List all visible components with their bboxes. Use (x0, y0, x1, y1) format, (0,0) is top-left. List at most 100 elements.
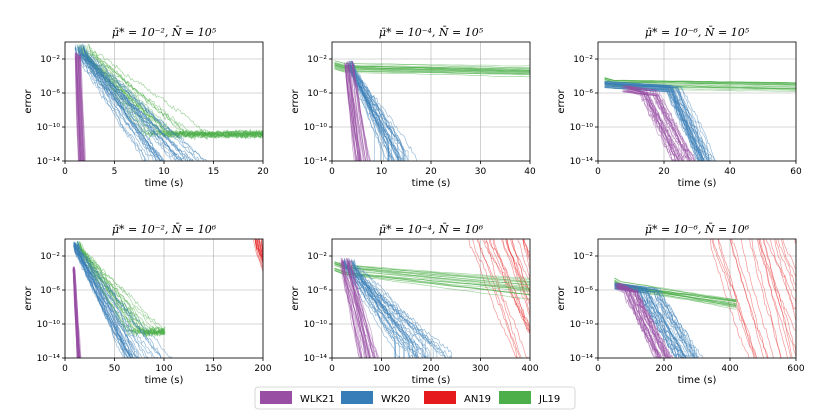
x-tick-label: 400 (521, 364, 538, 374)
curve-wk20 (77, 47, 191, 161)
series-lines (334, 60, 530, 161)
curve-an19 (760, 239, 796, 358)
curve-wk20 (604, 82, 718, 161)
curve-wk20 (77, 242, 162, 358)
y-tick-label: 10⁻⁶ (40, 89, 60, 99)
curve-an19 (486, 239, 522, 358)
y-tick-label: 10⁻¹⁰ (570, 123, 594, 133)
series-wlk21 (339, 257, 380, 358)
curve-wlk21 (80, 55, 86, 161)
curve-an19 (257, 240, 263, 262)
panel-4: 0 50 100 150 200 10⁻² 10⁻⁶ 10⁻¹⁰ 10⁻¹⁴ time (s) er… (23, 223, 272, 386)
curve-wlk21 (75, 52, 81, 161)
curve-wlk21 (622, 90, 695, 161)
series-wk20 (604, 80, 718, 161)
curve-an19 (259, 239, 263, 257)
axes-frame (597, 238, 797, 359)
x-tick-label: 20 (425, 167, 437, 177)
curve-wk20 (353, 262, 424, 358)
series-wlk21 (72, 266, 82, 358)
curve-an19 (749, 239, 782, 358)
curve-an19 (763, 239, 796, 353)
panel-2: 0 10 20 30 40 10⁻² 10⁻⁶ 10⁻¹⁰ 10⁻¹⁴ time (s) error… (290, 26, 536, 189)
curve-wlk21 (343, 261, 375, 358)
curve-wlk21 (351, 260, 376, 358)
series-jl19 (334, 60, 530, 78)
curve-an19 (757, 239, 788, 358)
curve-wlk21 (627, 90, 696, 161)
curve-wlk21 (76, 54, 81, 161)
curve-jl19 (334, 263, 530, 283)
curve-wlk21 (342, 261, 365, 358)
curve-wk20 (75, 244, 140, 358)
curve-jl19 (79, 243, 166, 333)
x-tick-label: 200 (254, 364, 271, 374)
curve-an19 (780, 239, 796, 279)
curve-jl19 (334, 63, 530, 70)
curve-wlk21 (628, 87, 683, 161)
curve-jl19 (334, 267, 530, 285)
curve-an19 (729, 239, 769, 358)
curve-an19 (758, 239, 796, 331)
curve-wlk21 (615, 284, 658, 358)
curve-jl19 (89, 47, 263, 140)
series-lines (614, 239, 796, 358)
series-wk20 (72, 240, 173, 358)
legend-label-wk20: WK20 (381, 394, 410, 405)
curve-jl19 (81, 48, 263, 137)
curve-wlk21 (72, 269, 79, 358)
curve-an19 (260, 239, 263, 253)
series-lines (604, 77, 796, 161)
curve-jl19 (604, 78, 796, 86)
y-tick-label: 10⁻¹⁰ (304, 123, 328, 133)
legend-swatch-wk20 (341, 391, 373, 404)
curve-an19 (762, 239, 793, 358)
curve-jl19 (334, 62, 530, 71)
curve-wlk21 (630, 87, 676, 161)
x-tick-label: 0 (329, 364, 335, 374)
y-axis-label: error (556, 286, 567, 311)
curve-wk20 (350, 60, 403, 161)
y-axis-label: error (23, 286, 34, 311)
curve-wlk21 (628, 86, 688, 161)
curve-wlk21 (624, 89, 694, 161)
curve-an19 (254, 239, 263, 273)
series-lines (74, 43, 263, 161)
curve-jl19 (334, 68, 530, 78)
x-tick-label: 100 (155, 364, 172, 374)
curve-wk20 (77, 241, 137, 358)
x-tick-label: 600 (787, 364, 804, 374)
curve-wk20 (72, 244, 125, 358)
curve-wk20 (353, 259, 452, 358)
curve-jl19 (334, 263, 530, 290)
curve-wk20 (614, 288, 690, 358)
curve-an19 (774, 239, 796, 321)
curve-wk20 (604, 84, 705, 161)
curve-wlk21 (342, 261, 371, 358)
curve-wlk21 (615, 288, 657, 358)
curve-jl19 (334, 66, 530, 75)
curve-jl19 (76, 241, 166, 332)
x-tick-label: 0 (595, 167, 601, 177)
curve-wlk21 (351, 60, 365, 161)
curve-wlk21 (75, 55, 80, 161)
curve-wk20 (75, 242, 129, 358)
legend-label-jl19: JL19 (538, 394, 560, 405)
curve-an19 (254, 240, 263, 269)
curve-wlk21 (626, 85, 690, 161)
legend: WLK21 WK20 AN19 JL19 (254, 386, 576, 410)
series-wk20 (74, 43, 208, 161)
curve-wk20 (74, 47, 147, 161)
curve-an19 (256, 239, 263, 258)
curve-an19 (523, 239, 530, 258)
curve-wlk21 (340, 257, 360, 358)
curve-wlk21 (620, 286, 667, 358)
curve-wk20 (604, 84, 699, 161)
series-lines (72, 239, 263, 358)
y-tick-label: 10⁻¹⁰ (37, 123, 61, 133)
y-tick-label: 10⁻⁶ (40, 286, 60, 296)
curve-an19 (256, 239, 263, 264)
curve-wk20 (346, 260, 416, 358)
y-tick-label: 10⁻¹⁰ (304, 320, 328, 330)
curve-wlk21 (628, 86, 696, 161)
